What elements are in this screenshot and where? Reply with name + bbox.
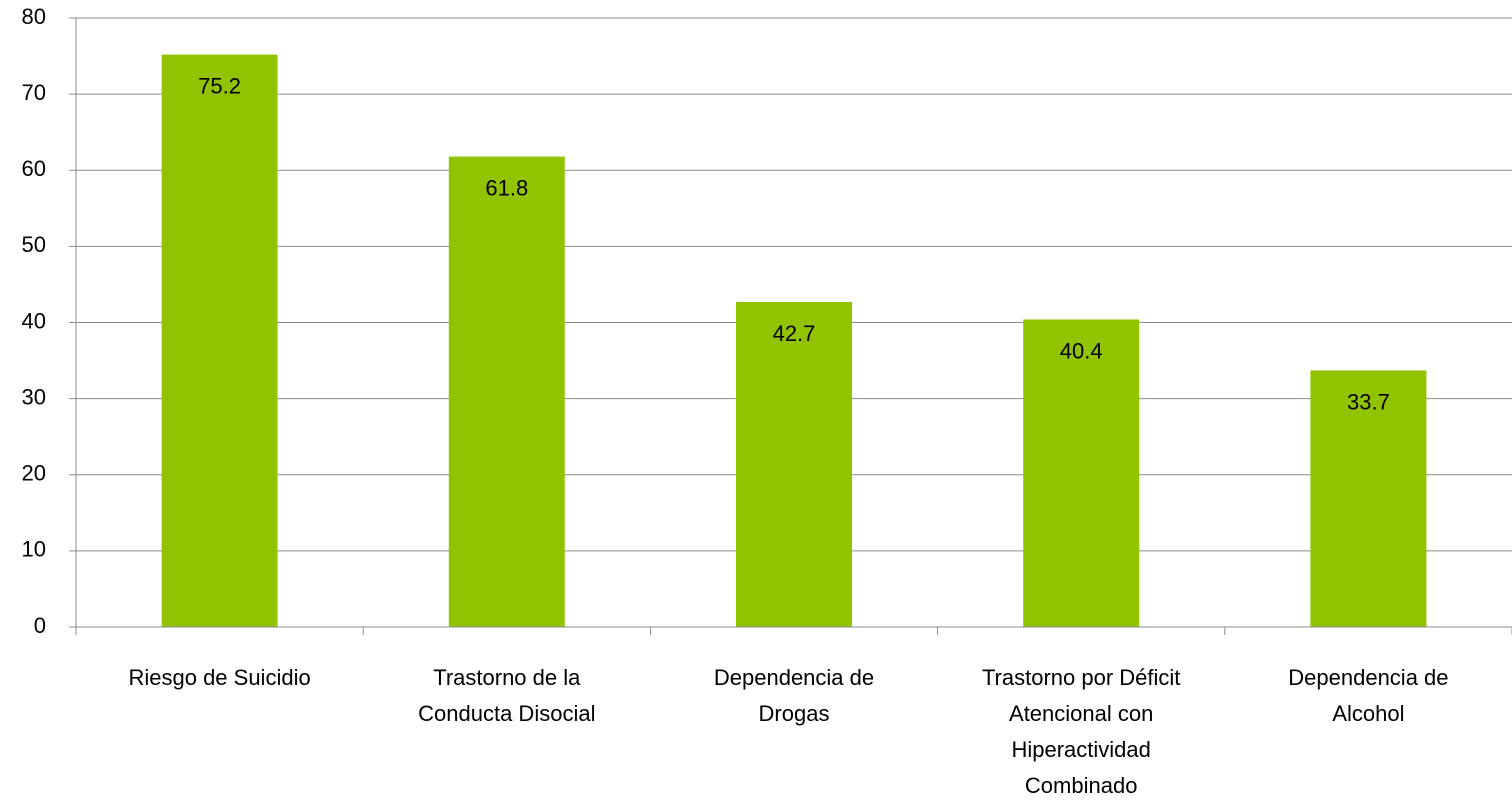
y-tick-label: 0 xyxy=(34,613,46,638)
y-tick-label: 70 xyxy=(22,80,46,105)
x-tick-label: Riesgo de Suicidio xyxy=(128,665,311,690)
y-tick-label: 50 xyxy=(22,232,46,257)
data-label: 42.7 xyxy=(773,321,816,346)
y-tick-label: 10 xyxy=(22,537,46,562)
x-tick-label: Dependencia de Alcohol xyxy=(1288,665,1449,726)
data-label: 40.4 xyxy=(1060,338,1103,363)
y-tick-label: 30 xyxy=(22,384,46,409)
data-label: 61.8 xyxy=(485,175,528,200)
y-tick-label: 20 xyxy=(22,461,46,486)
x-tick-label: Dependencia de Drogas xyxy=(713,665,875,726)
y-tick-label: 80 xyxy=(22,4,46,29)
data-label: 33.7 xyxy=(1347,389,1390,414)
bar xyxy=(161,54,278,628)
data-label: 75.2 xyxy=(198,73,241,98)
bar xyxy=(1310,370,1427,627)
bar xyxy=(736,301,852,627)
y-tick-label: 40 xyxy=(22,308,46,333)
bar xyxy=(1023,319,1140,627)
y-tick-label: 60 xyxy=(22,156,46,181)
x-tick-label: Trastorno de la Conducta Disocial xyxy=(418,665,596,726)
x-tick-label: Trastorno por Déficit Atencional con Hip… xyxy=(981,665,1181,798)
bar xyxy=(448,156,565,628)
